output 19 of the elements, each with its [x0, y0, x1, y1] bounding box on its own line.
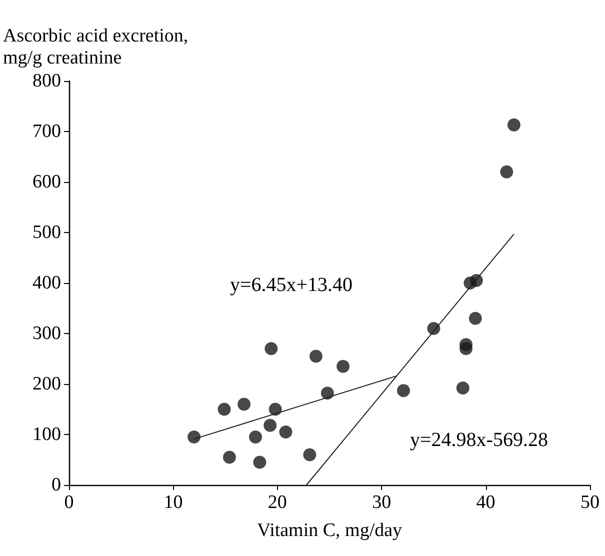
- y-tick-label: 300: [32, 323, 61, 344]
- y-tick-label: 500: [32, 222, 61, 243]
- y-tick-label: 400: [32, 272, 61, 294]
- y-tick-label: 600: [32, 172, 61, 192]
- y-tick-label: 100: [32, 424, 61, 445]
- x-axis-title: Vitamin C, mg/day: [256, 520, 403, 541]
- y-tick-label: 0: [52, 474, 61, 496]
- annotation: y=24.98x-569.28: [410, 429, 548, 451]
- x-tick-label: 10: [164, 492, 183, 513]
- x-tick-label: 0: [64, 492, 74, 513]
- y-tick-label: 700: [32, 121, 61, 142]
- x-tick-label: 50: [580, 492, 600, 513]
- y-tick-label: 800: [32, 70, 61, 92]
- y-tick-label: 200: [32, 374, 61, 394]
- y-axis-title: Ascorbic acid excretion, mg/g creatinine: [3, 26, 188, 68]
- x-tick-label: 40: [476, 492, 496, 513]
- x-tick-label: 30: [372, 492, 392, 513]
- annotation: y=6.45x+13.40: [230, 274, 353, 296]
- x-tick-label: 20: [268, 492, 287, 513]
